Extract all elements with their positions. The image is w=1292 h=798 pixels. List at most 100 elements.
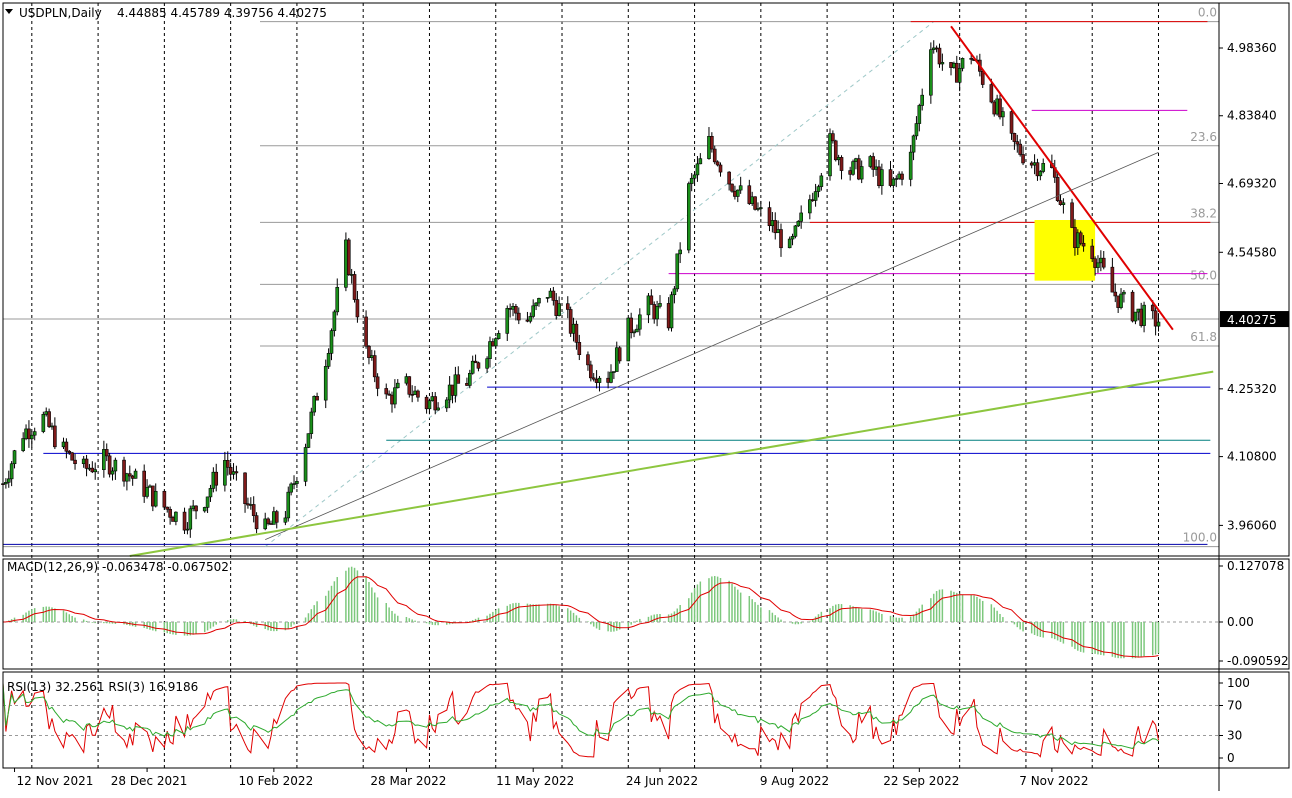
candle-body [756,208,760,210]
candle-body [718,164,723,173]
candle-body [712,148,717,163]
candle-body [747,185,752,204]
candle-body [597,377,602,383]
candle-body [1101,257,1106,268]
candle-body [309,411,314,434]
candle-body [1116,295,1120,308]
candle-body [931,47,936,50]
rsi13-line [2,682,1159,750]
date-tick-label: 28 Dec 2021 [111,774,188,788]
candle-body [1136,308,1141,313]
collapse-arrow-icon[interactable] [5,9,13,14]
candle-body [110,470,115,475]
candle-body [407,376,412,395]
fib-level-label: 23.6 [1190,130,1217,144]
candle-body [733,190,737,197]
candle-body [427,400,432,410]
candle-body [225,460,230,468]
candle-body [1110,266,1115,293]
candle-body [589,364,593,379]
candle-body [998,98,1002,118]
candle-body [687,183,691,251]
candle-body [468,372,472,386]
candle-body [130,475,135,479]
candle-body [1073,227,1077,248]
candle-body [133,470,138,479]
date-tick-label: 22 Sep 2022 [883,774,959,788]
candle-body [857,158,861,180]
candle-body [387,393,391,396]
candle-body [1133,311,1138,322]
candle-body [41,414,46,432]
candle-body [790,236,795,240]
fib-level-label: 50.0 [1190,268,1217,282]
price-tick-label: 4.25320 [1227,382,1277,396]
candle-body [1018,143,1022,155]
candle-body [145,486,149,497]
candle-body [323,366,328,401]
candle-body [534,302,538,307]
candle-body [614,347,619,372]
candle-body [508,308,512,310]
candle-body [9,463,14,480]
rsi-panel [2,682,1219,758]
candle-body [4,482,8,485]
candle-body [897,173,901,179]
candle-body [375,376,380,389]
candle-body [312,396,317,413]
candle-body [799,212,803,222]
candle-body [202,507,207,512]
candle-body [1156,321,1161,327]
candle-body [537,298,541,304]
candle-body [511,306,515,310]
candle-body [980,71,985,85]
candle-body [266,518,270,524]
candle-body [949,62,953,68]
candle-body [211,471,216,489]
fib-level-label: 100.0 [1183,531,1217,545]
candle-body [1015,141,1020,145]
candle-body [1096,262,1100,268]
candle-body [335,287,340,313]
candle-body [715,161,720,166]
candle-body [995,98,999,115]
candle-body [174,511,178,522]
candle-body [1150,304,1155,312]
candle-body [61,441,66,448]
candle-body [992,101,997,115]
candle-body [73,459,77,465]
candle-body [891,178,896,186]
candle-body [828,133,832,177]
chart-ohlc: 4.44885 4.45789 4.39756 4.40275 [117,6,327,20]
candle-body [433,396,438,411]
candle-body [364,316,368,347]
candle-body [413,390,417,395]
candle-body [1055,177,1060,201]
candle-body [1090,245,1095,260]
candle-body [911,135,916,153]
candle-body [295,481,299,484]
candle-body [586,354,590,366]
candle-body [24,428,28,439]
candle-body [859,166,864,180]
chart-symbol: USDPLN,Daily [19,6,102,20]
candle-body [370,355,374,358]
candle-body [168,508,172,518]
candle-body [67,450,72,454]
candle-body [50,425,54,428]
candle-body [646,295,651,316]
candle-body [525,319,530,322]
candle-body [577,342,582,355]
candle-body [594,378,599,383]
last-price-box [1220,311,1289,328]
rsi-tick-label: 30 [1227,729,1242,743]
candle-body [900,173,904,180]
candle-body [516,312,521,321]
candle-body [1001,111,1005,118]
candle-body [1099,257,1103,264]
candle-body [989,84,994,103]
candle-body [710,135,714,150]
date-tick-label: 24 Jun 2022 [626,774,698,788]
candle-body [251,504,256,516]
